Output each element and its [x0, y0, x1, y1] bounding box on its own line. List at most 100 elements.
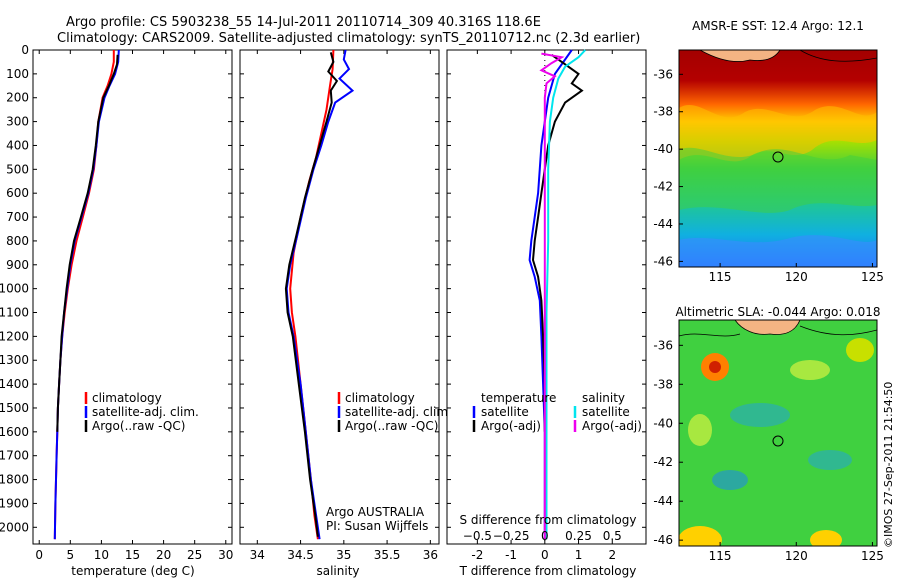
x-tick-label: 5 [66, 548, 74, 562]
temperature-axes: 0100200300400500600700800900100011001200… [0, 43, 233, 562]
x-tick-label: 34 [250, 548, 265, 562]
map-x-tick-label: 125 [861, 549, 884, 563]
legend-satellite-label: satellite-adj. clim. [92, 405, 199, 419]
x-tick-label: 34.5 [287, 548, 314, 562]
legend-s-satellite-label: satellite [582, 405, 630, 419]
map-y-tick-label: -46 [653, 254, 673, 268]
depth-tick-label: 1100 [0, 306, 29, 320]
x-tick-label: 35.5 [374, 548, 401, 562]
depth-tick-label: 200 [6, 91, 29, 105]
sla-high-patch [810, 530, 842, 546]
legend-argo-label: Argo(..raw -QC) [92, 419, 185, 433]
sla-high-patch [679, 526, 722, 546]
x-tick-label: 15 [125, 548, 140, 562]
sla-argo-marker [772, 435, 784, 447]
depth-tick-label: 0 [21, 43, 29, 57]
map-y-tick-label: -36 [653, 338, 673, 352]
sla-map-title: Altimetric SLA: -0.044 Argo: 0.018 [675, 305, 880, 319]
map-y-tick-label: -42 [653, 180, 673, 194]
argo-pi-label: PI: Susan Wijffels [326, 519, 428, 533]
top-tick-label: 0 [541, 529, 549, 543]
sst-map-axes: 115 120 125 -36 -38 -40 -42 -44 -46 [653, 67, 883, 284]
temperature-plot-frame [32, 49, 233, 545]
legend-argo-label: Argo(..raw -QC) [345, 419, 438, 433]
sst-map-panel: AMSR-E SST: 12.4 Argo: 12.1 115 120 125 -36… [653, 19, 883, 284]
x-tick-label: 10 [94, 548, 109, 562]
argo-program-label: Argo AUSTRALIA [326, 505, 425, 519]
depth-tick-label: 1900 [0, 496, 29, 510]
sst-warm-front [679, 105, 877, 162]
map-x-tick-label: 120 [785, 270, 808, 284]
legend-t-argo-label: Argo(-adj) [481, 419, 541, 433]
depth-tick-label: 500 [6, 162, 29, 176]
sla-map-frame [678, 319, 878, 547]
series-line-t-argo [531, 53, 584, 432]
salinity-lines [284, 49, 355, 540]
series-line-argo [284, 52, 339, 537]
sst-map-title: AMSR-E SST: 12.4 Argo: 12.1 [692, 19, 864, 33]
salinity-panel: 34 34.5 35 35.5 36 salinity climatology sate… [239, 49, 452, 578]
sst-land [699, 50, 781, 62]
difference-legend: temperature satellite Argo(-adj) salinit… [472, 391, 642, 433]
depth-tick-label: 1600 [0, 425, 29, 439]
depth-tick-label: 700 [6, 210, 29, 224]
legend-s-argo-label: Argo(-adj) [582, 419, 642, 433]
x-tick-label: 0 [541, 548, 549, 562]
x-tick-label: -1 [505, 548, 517, 562]
legend-t-satellite-label: satellite [481, 405, 529, 419]
depth-tick-label: 2000 [0, 520, 29, 534]
top-tick-label: −0.25 [493, 529, 530, 543]
temperature-lines [53, 49, 120, 540]
legend-salinity-title: salinity [582, 391, 625, 405]
legend-climatology-label: climatology [345, 391, 415, 405]
temperature-panel: 0100200300400500600700800900100011001200… [0, 43, 233, 578]
sla-eddy-high-core [709, 361, 721, 373]
salinity-legend: climatology satellite-adj. clim. Argo(..… [337, 391, 452, 433]
series-line-s-argo [539, 52, 565, 540]
sla-light-patch [688, 414, 712, 446]
depth-tick-label: 1300 [0, 353, 29, 367]
sla-map-panel: Altimetric SLA: -0.044 Argo: 0.018 115 12… [653, 305, 883, 563]
map-y-tick-label: -40 [653, 142, 673, 156]
map-x-tick-label: 115 [709, 549, 732, 563]
temperature-legend: climatology satellite-adj. clim. Argo(..… [84, 391, 199, 433]
map-x-tick-label: 115 [709, 270, 732, 284]
imos-credit: ©IMOS 27-Sep-2011 21:54:50 [882, 382, 895, 548]
x-tick-label: -2 [471, 548, 483, 562]
legend-climatology-label: climatology [92, 391, 162, 405]
depth-tick-label: 800 [6, 234, 29, 248]
sla-low-patch [730, 403, 790, 427]
figure-title-line2: Climatology: CARS2009. Satellite-adjuste… [57, 31, 640, 46]
figure-title-line1: Argo profile: CS 5903238_55 14-Jul-2011 … [66, 15, 541, 30]
map-y-tick-label: -42 [653, 455, 673, 469]
map-y-tick-label: -38 [653, 105, 673, 119]
salinity-x-label: salinity [316, 564, 359, 578]
map-x-tick-label: 125 [861, 270, 884, 284]
sst-map-frame [678, 49, 878, 268]
sla-low-patch [712, 470, 748, 490]
sla-high-patch [846, 338, 874, 362]
difference-panel: -2 -1 0 1 2 S difference from climatology −0… [446, 49, 647, 578]
depth-tick-label: 1400 [0, 377, 29, 391]
map-y-tick-label: -36 [653, 67, 673, 81]
x-tick-label: 25 [187, 548, 202, 562]
sla-low-patch [808, 450, 852, 470]
sst-argo-marker [772, 151, 784, 163]
sst-blue-band [679, 235, 877, 267]
series-line-argo [56, 54, 119, 432]
map-y-tick-label: -46 [653, 533, 673, 547]
legend-satellite-label: satellite-adj. clim. [345, 405, 452, 419]
map-y-tick-label: -44 [653, 217, 673, 231]
map-x-tick-label: 120 [785, 549, 808, 563]
difference-lines [528, 49, 587, 544]
salinity-axes: 34 34.5 35 35.5 36 [240, 49, 439, 562]
map-y-tick-label: -38 [653, 377, 673, 391]
difference-axes: -2 -1 0 1 2 [447, 49, 646, 562]
difference-x-label: T difference from climatology [459, 564, 637, 578]
x-tick-label: 20 [156, 548, 171, 562]
depth-tick-label: 1700 [0, 449, 29, 463]
sla-heatmap [679, 320, 877, 546]
map-y-tick-label: -44 [653, 494, 673, 508]
depth-tick-label: 1000 [0, 282, 29, 296]
